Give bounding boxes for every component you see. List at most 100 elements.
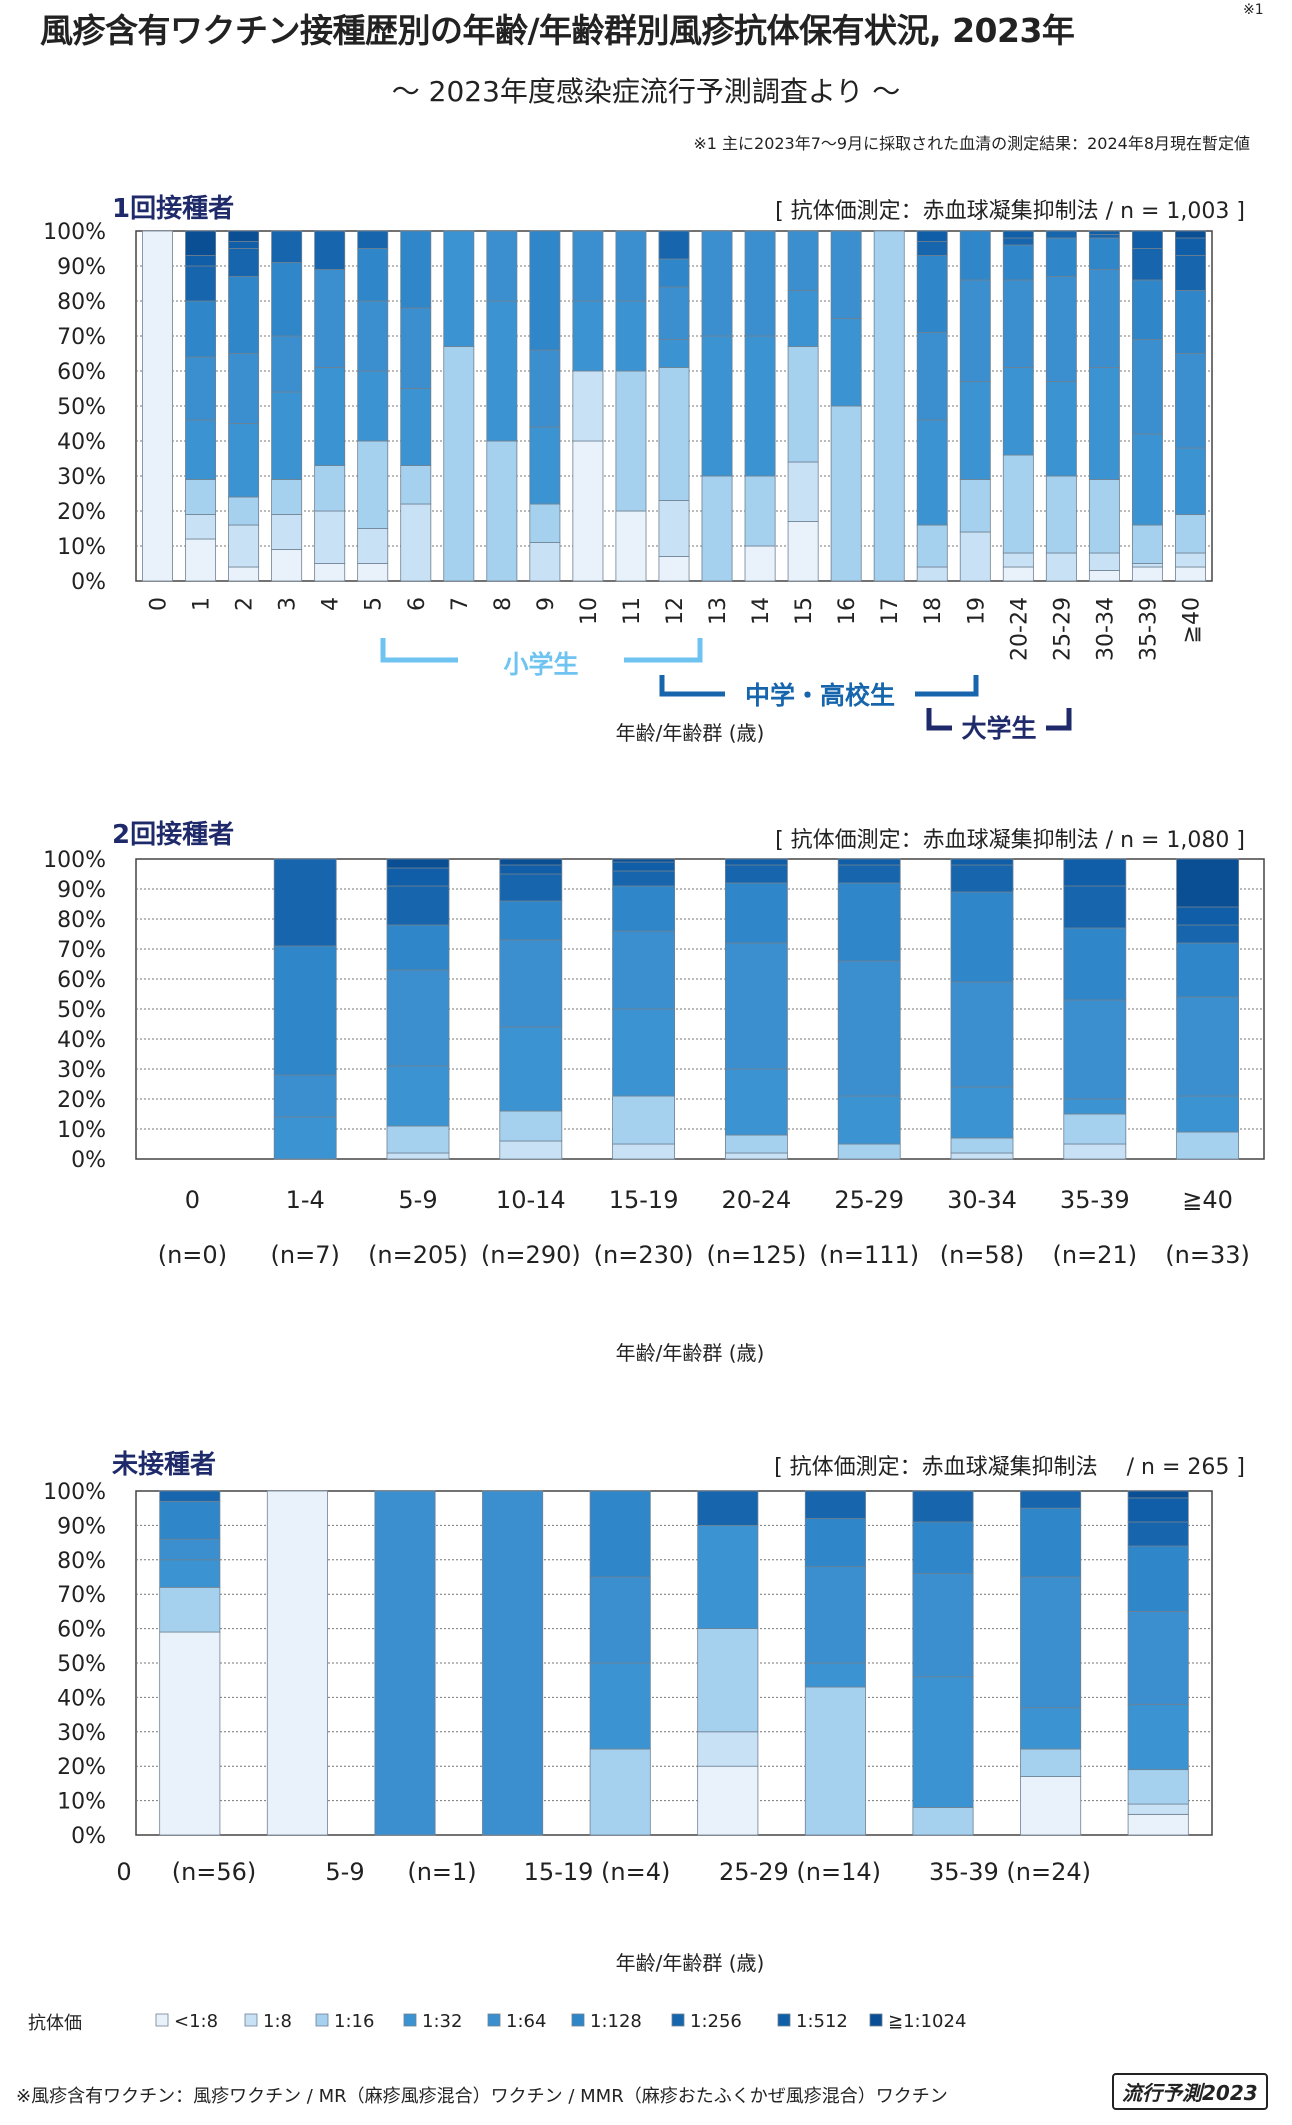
- bar-segment: [1045, 475, 1077, 554]
- bar-segment: [314, 563, 346, 582]
- bar-segment: [228, 241, 260, 249]
- bar-segment: [744, 230, 776, 337]
- bar-segment: [1175, 353, 1206, 449]
- bar-segment: [499, 1140, 563, 1160]
- panel-title: 未接種者: [112, 1450, 216, 1480]
- x-tick-label: (n=1): [407, 1858, 476, 1886]
- bar-segment: [589, 1748, 651, 1836]
- legend-item-label: 1:16: [334, 2011, 374, 2032]
- y-tick-label: 20%: [57, 500, 106, 525]
- bar-segment: [1127, 1497, 1189, 1523]
- bar-segment: [697, 1628, 759, 1733]
- y-tick-label: 90%: [57, 1514, 106, 1539]
- chart-panel-1: 1回接種者[ 抗体価測定：赤血球凝集抑制法 / n = 1,003 ]100%9…: [43, 194, 1245, 745]
- sample-count-label: (n=205): [368, 1241, 468, 1269]
- bar-segment: [1127, 1769, 1189, 1805]
- x-tick-label: 7: [448, 597, 473, 611]
- bar-segment: [572, 440, 604, 582]
- bar-segment: [1176, 858, 1240, 908]
- y-tick-label: 20%: [57, 1755, 106, 1780]
- bar-segment: [1002, 237, 1034, 246]
- bar-segment: [1045, 237, 1077, 277]
- x-tick-label: 12: [663, 597, 688, 625]
- bar-segment: [386, 1125, 450, 1154]
- bar-segment: [1131, 230, 1163, 249]
- bar-segment: [271, 514, 303, 550]
- bar-segment: [159, 1538, 221, 1561]
- legend-item-label: 1:32: [422, 2011, 462, 2032]
- method-label: [ 抗体価測定：赤血球凝集抑制法 / n = 1,080 ]: [775, 828, 1245, 853]
- legend-swatch: [155, 2013, 169, 2027]
- bar-segment: [959, 230, 991, 281]
- bar-segment: [185, 230, 217, 256]
- bar-segment: [271, 230, 303, 263]
- x-tick-label: 5-9: [325, 1858, 364, 1886]
- sample-count-label: (n=290): [481, 1241, 581, 1269]
- bar-segment: [185, 514, 217, 540]
- panel-title: 2回接種者: [112, 820, 234, 850]
- x-tick-label: 35-39 (n=24): [929, 1858, 1091, 1886]
- bar-segment: [1127, 1521, 1189, 1547]
- bar-segment: [1127, 1611, 1189, 1705]
- bar-segment: [185, 255, 217, 267]
- y-tick-label: 80%: [57, 1549, 106, 1574]
- x-tick-label: 20-24: [1007, 597, 1032, 661]
- y-tick-label: 30%: [57, 465, 106, 490]
- x-tick-label: 19: [964, 597, 989, 625]
- bar-segment: [787, 346, 819, 463]
- bar-segment: [615, 300, 647, 372]
- bar-segment: [572, 300, 604, 372]
- bar-segment: [572, 370, 604, 442]
- bar-segment: [271, 549, 303, 582]
- bar-segment: [724, 858, 788, 866]
- bar-segment: [950, 1152, 1014, 1160]
- sample-count-label: (n=230): [594, 1241, 694, 1269]
- bar-segment: [837, 1143, 901, 1160]
- bar-segment: [950, 858, 1014, 866]
- survey-logo: 流行予測2023: [1112, 2073, 1268, 2110]
- bar-segment: [357, 528, 389, 564]
- bar-segment: [612, 1008, 676, 1097]
- legend-item-label: 1:256: [690, 2011, 742, 2032]
- bar-segment: [1045, 230, 1077, 239]
- bar-segment: [589, 1576, 651, 1664]
- bar-segment: [1131, 248, 1163, 281]
- bar-segment: [1131, 566, 1163, 582]
- bar-segment: [959, 381, 991, 480]
- bar-segment: [228, 423, 260, 498]
- bar-segment: [916, 524, 948, 568]
- bar-segment: [1063, 927, 1127, 1001]
- bar-segment: [701, 230, 733, 337]
- y-tick-label: 0%: [71, 1148, 106, 1173]
- bar-segment: [185, 419, 217, 480]
- bar-segment: [273, 945, 337, 1076]
- bar-segment: [1002, 566, 1034, 582]
- bar-segment: [1175, 237, 1206, 256]
- bar-segment: [1175, 514, 1206, 554]
- y-tick-label: 60%: [57, 1618, 106, 1643]
- bar-segment: [228, 248, 260, 277]
- bar-segment: [912, 1490, 974, 1523]
- bar-segment: [612, 1143, 676, 1160]
- y-tick-label: 10%: [57, 1790, 106, 1815]
- bar-segment: [724, 882, 788, 944]
- x-tick-label: 14: [749, 597, 774, 625]
- bar-segment: [615, 510, 647, 582]
- x-tick-label: 15-19: [609, 1186, 679, 1214]
- sample-count-label: (n=7): [271, 1241, 340, 1269]
- bar-segment: [697, 1490, 759, 1526]
- bar-segment: [1127, 1703, 1189, 1771]
- bar-segment: [912, 1676, 974, 1808]
- legend-title: 抗体価: [28, 2013, 82, 2034]
- bar-segment: [443, 346, 475, 582]
- bar-segment: [271, 479, 303, 515]
- bar-segment: [443, 230, 475, 347]
- x-tick-label: 25-29: [1050, 597, 1075, 661]
- bar-segment: [830, 405, 862, 582]
- bar-segment: [1045, 381, 1077, 477]
- bar-segment: [357, 563, 389, 582]
- bar-segment: [959, 479, 991, 533]
- bar-segment: [1063, 999, 1127, 1100]
- bar-segment: [1002, 279, 1034, 368]
